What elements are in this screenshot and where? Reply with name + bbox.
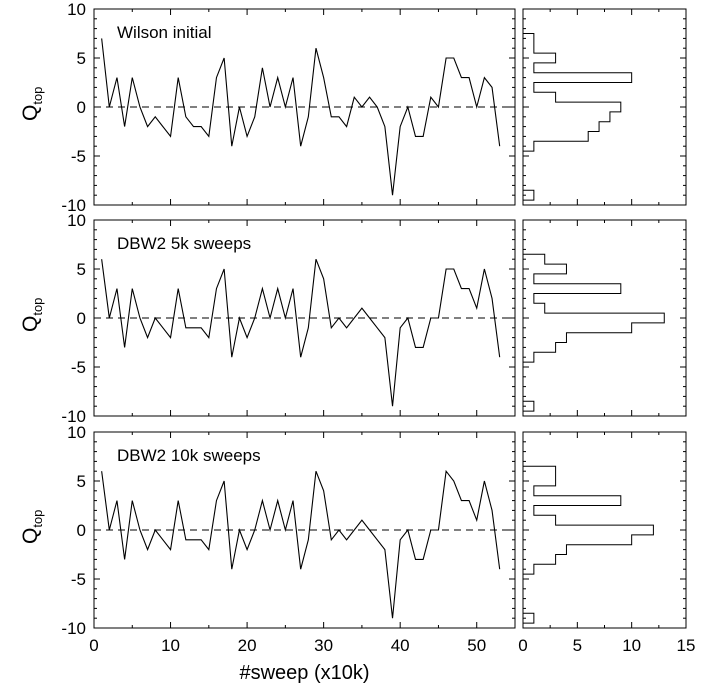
histogram-bin (523, 466, 556, 476)
histogram-bin (523, 122, 599, 132)
panel-title: Wilson initial (117, 23, 211, 42)
x-tick-label: 50 (467, 636, 486, 655)
histogram-bin (523, 343, 556, 353)
y-tick-label: -5 (71, 358, 86, 377)
y-tick-label: 0 (77, 309, 86, 328)
panel-1: 10 5 0 -5 -10 Wilson initial Qtop (19, 0, 687, 215)
q-top-series-line (101, 38, 501, 196)
q-top-series-line (101, 469, 501, 619)
y-axis-label-subscript: top (30, 510, 45, 528)
x-tick-label: 10 (161, 636, 180, 655)
histogram-outline (523, 253, 665, 412)
y-axis-label: Qtop (19, 510, 45, 544)
histogram-bin (523, 313, 664, 323)
histogram-bin (523, 515, 556, 525)
y-tick-label: 5 (77, 472, 86, 491)
histogram-bin (523, 73, 632, 83)
histogram-frame (522, 219, 687, 417)
histogram-bin (523, 545, 566, 555)
histogram-bin (523, 303, 545, 313)
y-tick-label: -5 (71, 570, 86, 589)
histogram-bin (523, 102, 621, 112)
y-tick-label: -10 (61, 407, 86, 426)
y-axis-label-main: Q (19, 105, 42, 121)
histogram-bin (523, 323, 632, 333)
x-axis-label: #sweep (x10k) (239, 662, 369, 684)
histogram-bin (523, 92, 556, 102)
histogram-bin (523, 555, 556, 565)
x-tick-label: 40 (391, 636, 410, 655)
y-tick-label: -10 (61, 196, 86, 215)
x-tick-label: 0 (89, 636, 98, 655)
histogram-bin (523, 112, 610, 122)
histogram-bin (523, 496, 621, 506)
histogram-bin (523, 333, 566, 343)
panel-2: 10 5 0 -5 -10 DBW2 5k sweeps Qtop (19, 211, 687, 426)
y-tick-label: 0 (77, 521, 86, 540)
y-axis-label-main: Q (19, 316, 42, 332)
hist-x-tick-label: 15 (677, 636, 696, 655)
y-axis-label-main: Q (19, 528, 42, 544)
histogram-frame (522, 8, 687, 206)
histogram-bin (523, 284, 621, 294)
panel-title: DBW2 10k sweeps (117, 446, 261, 465)
y-tick-label: 10 (67, 0, 86, 19)
y-axis-label-subscript: top (30, 87, 45, 105)
histogram-bin (523, 132, 588, 142)
y-tick-label: 5 (77, 49, 86, 68)
y-tick-label: -5 (71, 147, 86, 166)
y-axis-label-subscript: top (30, 298, 45, 316)
q-top-series-line (101, 258, 501, 407)
histogram-bin (523, 254, 545, 264)
histogram-bin (523, 535, 632, 545)
y-axis-label: Qtop (19, 87, 45, 121)
y-tick-label: 10 (67, 211, 86, 230)
y-tick-label: 0 (77, 98, 86, 117)
hist-x-tick-label: 0 (518, 636, 527, 655)
hist-x-tick-label: 5 (573, 636, 582, 655)
y-tick-label: -10 (61, 619, 86, 638)
histogram-outline (523, 465, 654, 624)
hist-x-tick-label: 10 (622, 636, 641, 655)
histogram-frame (522, 431, 687, 629)
histogram-bin (523, 264, 566, 274)
histogram-outline (523, 33, 633, 201)
x-tick-label: 20 (238, 636, 257, 655)
panel-title: DBW2 5k sweeps (117, 234, 251, 253)
y-tick-label: 5 (77, 260, 86, 279)
x-tick-label: 30 (314, 636, 333, 655)
histogram-bin (523, 525, 653, 535)
y-axis-label: Qtop (19, 298, 45, 332)
y-tick-label: 10 (67, 423, 86, 442)
